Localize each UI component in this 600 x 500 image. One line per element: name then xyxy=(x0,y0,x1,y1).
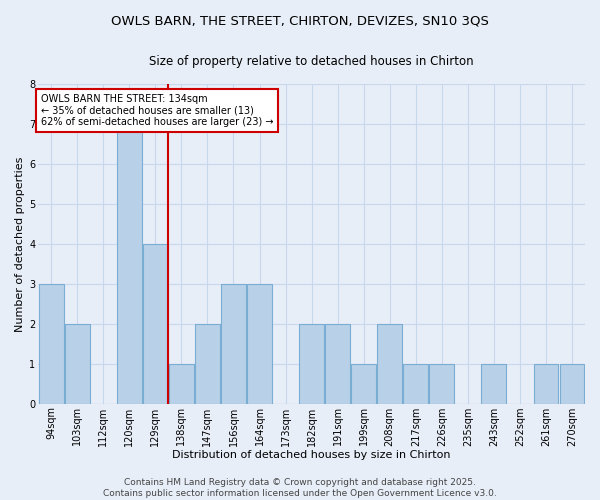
Bar xyxy=(39,284,64,404)
Bar xyxy=(195,324,220,404)
Bar xyxy=(221,284,246,404)
X-axis label: Distribution of detached houses by size in Chirton: Distribution of detached houses by size … xyxy=(172,450,451,460)
Bar xyxy=(430,364,454,404)
Bar xyxy=(247,284,272,404)
Bar xyxy=(117,124,142,404)
Text: OWLS BARN, THE STREET, CHIRTON, DEVIZES, SN10 3QS: OWLS BARN, THE STREET, CHIRTON, DEVIZES,… xyxy=(111,15,489,28)
Bar xyxy=(403,364,428,404)
Bar xyxy=(481,364,506,404)
Bar xyxy=(377,324,402,404)
Text: Contains HM Land Registry data © Crown copyright and database right 2025.
Contai: Contains HM Land Registry data © Crown c… xyxy=(103,478,497,498)
Bar xyxy=(352,364,376,404)
Bar xyxy=(325,324,350,404)
Bar xyxy=(560,364,584,404)
Title: Size of property relative to detached houses in Chirton: Size of property relative to detached ho… xyxy=(149,55,474,68)
Bar xyxy=(143,244,168,404)
Bar xyxy=(299,324,324,404)
Bar xyxy=(169,364,194,404)
Text: OWLS BARN THE STREET: 134sqm
← 35% of detached houses are smaller (13)
62% of se: OWLS BARN THE STREET: 134sqm ← 35% of de… xyxy=(41,94,274,127)
Y-axis label: Number of detached properties: Number of detached properties xyxy=(15,156,25,332)
Bar xyxy=(65,324,89,404)
Bar xyxy=(533,364,559,404)
